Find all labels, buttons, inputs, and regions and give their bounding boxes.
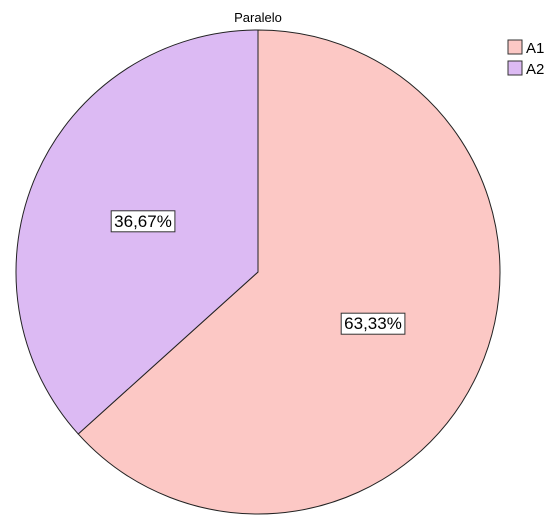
legend-label-a1: A1 — [526, 40, 544, 57]
labels-layer: 63,33% 36,67% — [110, 210, 406, 335]
chart-title: Paralelo — [234, 10, 282, 25]
slice-label-box — [340, 312, 406, 335]
slice-label-a2: 36,67% — [110, 210, 176, 233]
legend-label-a2: A2 — [526, 61, 544, 78]
legend-swatch-a1 — [507, 39, 523, 55]
legend-swatch-a2 — [507, 60, 523, 76]
pie-slice-a1 — [77, 29, 501, 515]
slices-layer — [15, 29, 501, 515]
slice-label-a1: 63,33% — [340, 312, 406, 335]
slice-label-text: 63,33% — [344, 314, 402, 333]
slice-label-text: 36,67% — [114, 212, 172, 231]
slice-label-box — [110, 210, 176, 233]
